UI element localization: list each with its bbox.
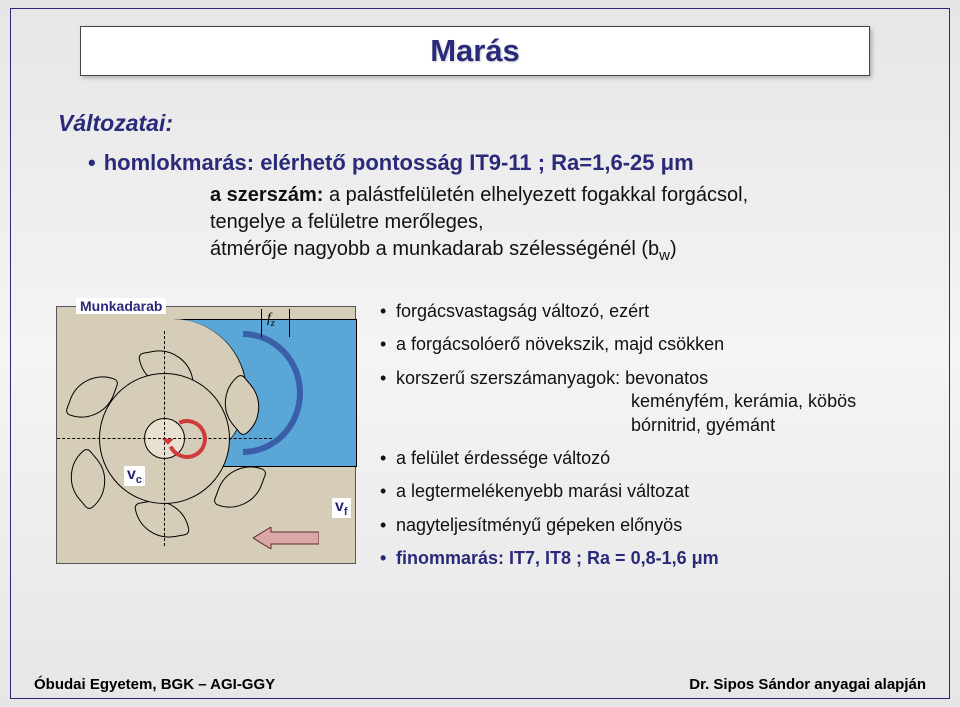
main-bullet-text: homlokmarás: elérhető pontosság IT9-11 ;… bbox=[104, 150, 694, 175]
bullet-item: a legtermelékenyebb marási változat bbox=[380, 480, 916, 503]
slide-title: Marás bbox=[97, 33, 853, 69]
vc-label: vc bbox=[124, 466, 145, 486]
bullet-list: forgácsvastagság változó, ezért a forgác… bbox=[380, 300, 916, 581]
desc-line3a: átmérője nagyobb a munkadarab szélességé… bbox=[210, 238, 659, 260]
fz-label: fz bbox=[267, 311, 275, 329]
bullet-item: nagyteljesítményű gépeken előnyös bbox=[380, 514, 916, 537]
desc-sub: w bbox=[659, 247, 670, 264]
fz-dim-line-1 bbox=[261, 309, 262, 337]
section-subtitle: Változatai: bbox=[58, 110, 173, 137]
diagram-bg: fz bbox=[56, 306, 356, 564]
bullet-item: a forgácsolóerő növekszik, majd csökken bbox=[380, 333, 916, 356]
footer-right: Dr. Sipos Sándor anyagai alapján bbox=[689, 676, 926, 693]
bullet-item: korszerű szerszámanyagok: bevonatos kemé… bbox=[380, 367, 916, 437]
bullet-item: forgácsvastagság változó, ezért bbox=[380, 300, 916, 323]
main-bullet: • homlokmarás: elérhető pontosság IT9-11 … bbox=[88, 150, 694, 176]
bullet-item-highlight: finommarás: IT7, IT8 ; Ra = 0,8-1,6 μm bbox=[380, 547, 916, 570]
bullet-item: a felület érdessége változó bbox=[380, 447, 916, 470]
desc-label: a szerszám: bbox=[210, 184, 323, 206]
diagram: fz Munkadarab v bbox=[56, 306, 366, 566]
milling-cutter bbox=[67, 341, 262, 536]
desc-line1: a palástfelületén elhelyezett fogakkal f… bbox=[329, 184, 748, 206]
desc-line2: tengelye a felületre merőleges, bbox=[210, 211, 484, 233]
bullet-dot: • bbox=[88, 150, 96, 175]
content: Marás Változatai: • homlokmarás: elérhető… bbox=[30, 26, 930, 667]
vf-label: vf bbox=[332, 498, 351, 518]
feed-arrow-icon bbox=[253, 527, 319, 549]
description-block: a szerszám: a palástfelületén elhelyezet… bbox=[210, 182, 748, 266]
munkadarab-label: Munkadarab bbox=[76, 298, 166, 314]
fz-dim-line-2 bbox=[289, 309, 290, 337]
footer-left: Óbudai Egyetem, BGK – AGI-GGY bbox=[34, 676, 275, 693]
desc-line3b: ) bbox=[670, 238, 677, 260]
title-box: Marás bbox=[80, 26, 870, 76]
